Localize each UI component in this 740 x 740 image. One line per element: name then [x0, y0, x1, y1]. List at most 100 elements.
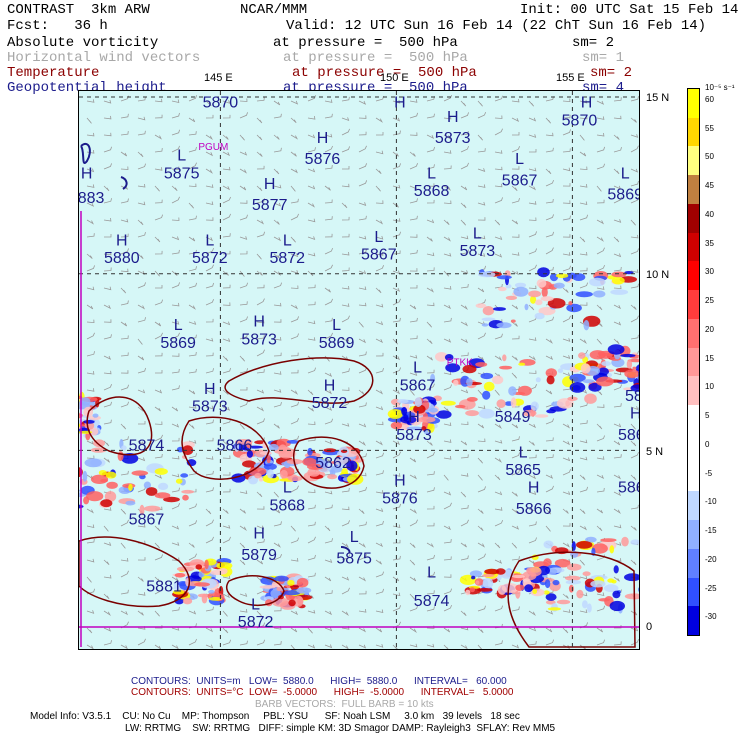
wind-barb [307, 168, 316, 173]
wind-barb [613, 168, 620, 175]
wind-barb [222, 406, 231, 411]
vorticity-cell [496, 275, 512, 280]
wind-barb [562, 542, 570, 548]
wind-barb [324, 233, 333, 238]
wind-barb [460, 542, 467, 548]
wind-barb [528, 640, 537, 646]
wind-barb [222, 213, 231, 221]
vorticity-cell [481, 317, 496, 322]
wind-barb [358, 321, 364, 328]
wind-barb [307, 554, 316, 561]
wind-barb [86, 610, 95, 614]
wind-barb [341, 267, 350, 272]
wind-barb [137, 557, 146, 561]
wind-barb [205, 487, 214, 493]
wind-barb [630, 639, 639, 646]
wind-barb [188, 131, 197, 136]
wind-barb [545, 639, 554, 646]
low-marker: L [283, 480, 292, 497]
height-value-label: 5874 [414, 593, 450, 610]
map-panel: PGUMPTKKH5870H5870H5876H5873L5875H5883H5… [78, 90, 640, 650]
wind-barb [103, 304, 112, 310]
wind-barb [375, 609, 384, 614]
vorticity-cell [603, 584, 619, 593]
wind-barb [614, 625, 622, 629]
wind-barb [205, 419, 214, 425]
wind-barb [443, 150, 452, 154]
wind-barb [154, 389, 163, 394]
wind-barb [528, 304, 535, 311]
wind-barb [137, 389, 146, 394]
wind-barb [528, 423, 537, 429]
wind-barb [256, 610, 263, 617]
wind-barb [375, 470, 384, 476]
wind-barb [86, 99, 95, 103]
vorticity-cell [334, 456, 351, 467]
vorticity-cell [268, 443, 279, 451]
colorbar-segment [688, 318, 699, 348]
wind-barb [409, 474, 418, 480]
vorticity-cell [79, 489, 81, 492]
wind-barb [205, 606, 214, 612]
wind-barb [443, 539, 452, 544]
wind-barb [154, 554, 163, 561]
vorticity-cell [263, 463, 277, 470]
wind-barb [477, 525, 484, 531]
wind-barb [579, 302, 588, 306]
wind-barb [596, 304, 603, 311]
vorticity-cell [471, 575, 476, 580]
wind-barb [613, 403, 622, 408]
vorticity-cell [477, 271, 496, 278]
station-label: PTKK [447, 358, 473, 369]
wind-barb [256, 319, 265, 324]
wind-barb [443, 236, 451, 242]
wind-barb [460, 473, 469, 477]
wind-barb [375, 440, 383, 446]
wind-barb [562, 469, 571, 476]
wind-barb [630, 559, 637, 566]
vorticity-cell [544, 579, 551, 589]
wind-barb [273, 253, 280, 259]
wind-barb [120, 589, 129, 595]
vorticity-cell [568, 584, 574, 593]
wind-barb [562, 609, 571, 613]
wind-barb [154, 321, 162, 327]
wind-barb [443, 588, 452, 595]
wind-barb [358, 389, 365, 395]
wind-barb [222, 508, 229, 514]
wind-barb [256, 165, 265, 170]
vorticity-cell [576, 589, 584, 599]
colorbar [687, 88, 700, 636]
wind-barb [460, 112, 469, 119]
vorticity-cell [527, 567, 542, 577]
wind-barb [409, 593, 415, 600]
wind-barb [426, 590, 435, 595]
field-pressure: at pressure = 500 hPa [292, 65, 477, 81]
wind-barb [256, 284, 265, 289]
wind-barb [341, 506, 350, 511]
valid-time: Valid: 12 UTC Sun 16 Feb 14 (22 ChT Sun … [286, 18, 707, 34]
wind-barb [341, 96, 350, 102]
wind-barb [120, 131, 129, 136]
vorticity-cell [469, 570, 483, 577]
wind-barb [596, 100, 605, 105]
wind-barb [613, 185, 622, 190]
wind-barb [375, 389, 384, 395]
height-value-label: 5872 [192, 250, 228, 267]
wind-barb [596, 508, 604, 514]
vorticity-cell [475, 303, 487, 309]
wind-barb [324, 247, 333, 255]
low-marker: L [621, 165, 630, 182]
wind-barb [409, 198, 418, 204]
wind-barb [290, 117, 297, 123]
wind-barb [239, 250, 248, 255]
wind-barb [545, 454, 554, 459]
wind-barb [409, 249, 418, 255]
wind-barb [511, 508, 518, 514]
wind-barb [545, 316, 554, 323]
wind-barb [562, 265, 571, 272]
vorticity-cell [536, 278, 547, 288]
wind-barb [171, 503, 180, 510]
wind-barb [579, 251, 588, 256]
wind-barb [188, 503, 197, 510]
